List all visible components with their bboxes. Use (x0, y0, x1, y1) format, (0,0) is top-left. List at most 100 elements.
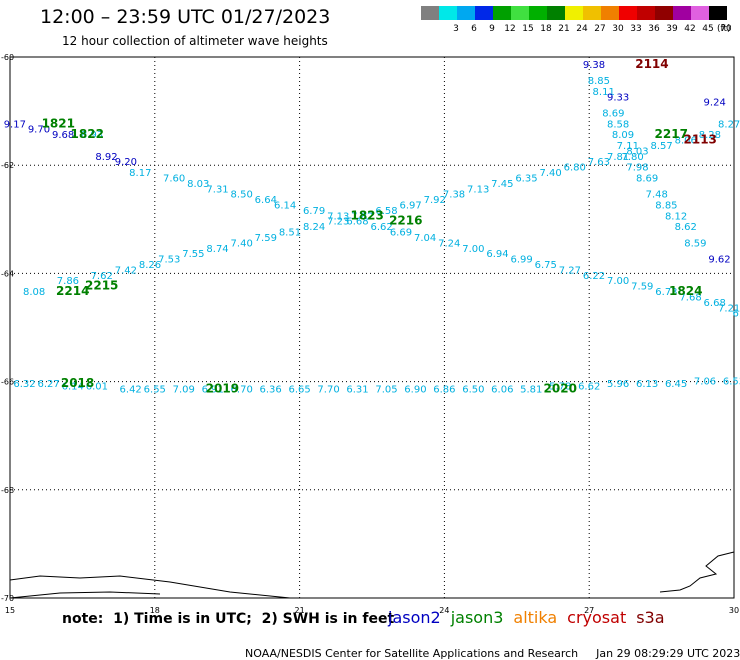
swh-value-label: 6.36 (260, 384, 282, 395)
swh-value-label: 6.65 (288, 384, 310, 395)
pass-number-label: 2019 (206, 381, 239, 395)
swh-value-label: 8.85 (588, 76, 610, 87)
swh-value-label: 7.62 (91, 271, 113, 282)
scale-tick-label: 6 (471, 24, 477, 34)
swh-value-label: 7.53 (158, 255, 180, 266)
swh-value-label: 6.01 (86, 382, 108, 393)
coastline (9, 575, 291, 599)
swh-value-label: 7.70 (317, 384, 339, 395)
pass-number-label: 1822 (71, 127, 104, 141)
lon-tick-label: 21 (295, 606, 305, 615)
swh-value-label: 8.12 (665, 211, 687, 222)
swh-value-label: 7.09 (173, 384, 195, 395)
swh-value-label: 7.86 (57, 276, 79, 287)
scale-swatch (655, 6, 673, 20)
swh-value-label: 6.42 (120, 384, 142, 395)
swh-value-label: 8.27 (718, 119, 740, 130)
scale-tick-label: 33 (630, 24, 641, 34)
swh-value-label: 7.82 (351, 211, 373, 222)
swh-value-label: 6.69 (390, 228, 412, 239)
scale-tick-label: 36 (648, 24, 660, 34)
scale-unit: (ft) (717, 24, 731, 34)
swh-value-label: 7.40 (539, 168, 561, 179)
swh-value-label: 6.91 (202, 384, 224, 395)
scale-swatch (565, 6, 583, 20)
scale-tick-label: 18 (540, 24, 552, 34)
swh-value-label: 8.51 (279, 228, 301, 239)
swh-value-label: 8.74 (206, 244, 228, 255)
scale-tick-label: 70 (720, 24, 731, 34)
lat-tick-label: -68 (1, 486, 14, 495)
swh-value-label: 7.24 (438, 238, 460, 249)
swh-value-label: 6.50 (462, 384, 484, 395)
swh-value-label: 8.06 (675, 136, 697, 147)
swh-value-label: 9.24 (704, 98, 726, 109)
lat-tick-label: -70 (1, 594, 14, 603)
pass-number-label: 1824 (669, 284, 702, 298)
swh-value-label: 7.21 (718, 303, 740, 314)
scale-tick-label: 27 (594, 24, 605, 34)
swh-value-label: 9.17 (4, 119, 26, 130)
scale-tick-label: 42 (684, 24, 695, 34)
swh-value-label: 7.59 (255, 233, 277, 244)
pass-number-label: 2216 (389, 214, 422, 228)
swh-value-label: 6.97 (399, 200, 421, 211)
swh-value-label: 6.70 (231, 384, 253, 395)
swh-value-label: 8.50 (231, 190, 253, 201)
swh-value-label: 7.04 (414, 233, 436, 244)
swh-value-label: 7.13 (327, 211, 349, 222)
swh-value-label: 6.13 (636, 379, 658, 390)
scale-swatch (601, 6, 619, 20)
satellite-legend-item: altika (513, 608, 558, 627)
swh-value-label: 5.96 (607, 379, 629, 390)
swh-value-label: 6.90 (404, 384, 426, 395)
swh-value-label: 7.38 (443, 190, 465, 201)
lon-tick-label: 30 (729, 606, 739, 615)
swh-value-label: 8.08 (23, 287, 45, 298)
scale-tick-label: 24 (576, 24, 588, 34)
scale-tick-label: 3 (453, 24, 459, 34)
scale-swatch (529, 6, 547, 20)
scale-swatch (439, 6, 457, 20)
scale-tick-label: 21 (558, 24, 569, 34)
swh-value-label: 7.63 (588, 157, 610, 168)
swh-value-label: 7.11 (617, 141, 639, 152)
swh-value-label: 8.03 (626, 146, 648, 157)
swh-value-label: 6.75 (535, 260, 557, 271)
swh-value-label: 7.13 (467, 184, 489, 195)
swh-value-label: 8.93 (81, 130, 103, 141)
swh-value-label: 6.45 (665, 379, 687, 390)
swh-value-label: 6.62 (371, 222, 393, 233)
swh-value-label: 6.62 (578, 382, 600, 393)
swh-value-label: 7.92 (424, 195, 446, 206)
swh-value-label: 7.23 (327, 217, 349, 228)
scale-swatch (493, 6, 511, 20)
lat-tick-label: -66 (1, 378, 14, 387)
swh-value-label: 7.00 (462, 244, 484, 255)
scale-tick-label: 9 (489, 24, 495, 34)
swh-value-label: 7.05 (375, 384, 397, 395)
swh-value-label: 7.45 (491, 179, 513, 190)
lat-tick-label: -60 (1, 53, 14, 62)
swh-value-label: 8.09 (612, 130, 634, 141)
swh-value-label: 7.27 (559, 265, 581, 276)
pass-number-label: 2114 (635, 57, 668, 71)
swh-value-label: 6.27 (37, 379, 59, 390)
swh-value-label: 9.68 (52, 130, 74, 141)
swh-value-label: 8.03 (187, 179, 209, 190)
lon-tick-label: 27 (584, 606, 594, 615)
satellite-legend-item: jason3 (450, 608, 504, 627)
swh-value-label: 9.70 (28, 125, 50, 136)
pass-number-label: 2217 (655, 127, 688, 141)
swh-value-label: 7.48 (646, 190, 668, 201)
coastline (659, 551, 735, 593)
swh-value-label: 6.79 (303, 206, 325, 217)
pass-number-label: 2113 (684, 133, 717, 147)
scale-swatch (637, 6, 655, 20)
footer-timestamp: Jan 29 08:29:29 UTC 2023 (596, 647, 740, 660)
swh-value-label: 7.81 (607, 152, 629, 163)
scale-swatch (547, 6, 565, 20)
lat-tick-label: -62 (1, 161, 14, 170)
swh-value-label: 9.33 (607, 92, 629, 103)
swh-value-label: 8.17 (129, 168, 151, 179)
